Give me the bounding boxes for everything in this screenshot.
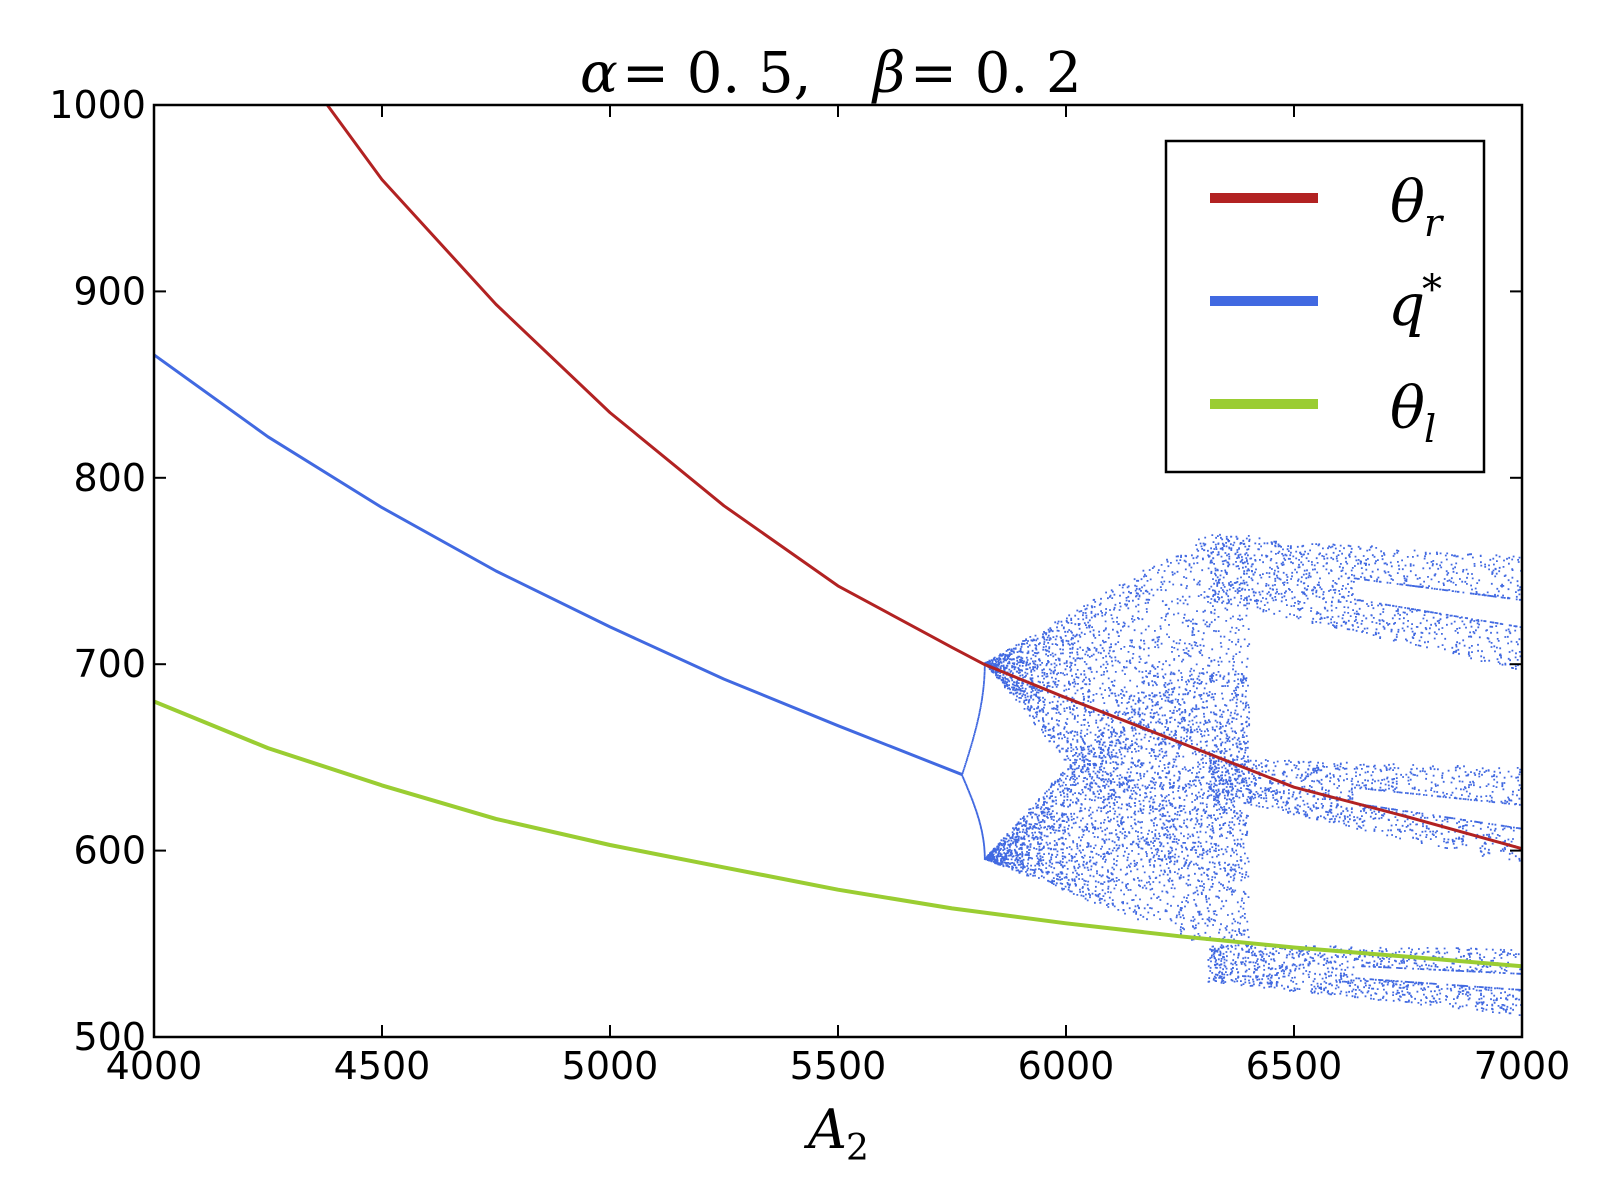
- y-tick-label: 700: [73, 642, 146, 686]
- x-tick-label: 4500: [334, 1044, 431, 1088]
- x-tick-label: 5000: [562, 1044, 659, 1088]
- legend: θ r q * θ l: [1164, 139, 1486, 474]
- y-tick-label: 600: [73, 829, 146, 873]
- series-line-q-star: [154, 353, 963, 776]
- y-tick-label: 900: [73, 269, 146, 313]
- x-label-subscript: 2: [846, 1128, 869, 1169]
- title-alpha-value: = 0. 5,: [622, 41, 811, 106]
- bifurcation-points: [961, 533, 1522, 1016]
- legend-label-theta-l-sub: l: [1424, 407, 1436, 451]
- x-axis-label: A 2: [803, 1098, 869, 1169]
- y-tick-label: 800: [73, 456, 146, 500]
- x-label-base: A: [803, 1098, 847, 1161]
- x-tick-label: 6000: [1018, 1044, 1115, 1088]
- y-tick-label: 500: [73, 1015, 146, 1059]
- x-tick-label: 6500: [1246, 1044, 1343, 1088]
- series-line-theta-r: [325, 105, 1522, 851]
- legend-label-q-star-sup: *: [1422, 267, 1442, 313]
- plot-area: [154, 105, 1522, 1016]
- x-tick-label: 7000: [1474, 1044, 1571, 1088]
- chart-title: α = 0. 5, β = 0. 2: [580, 41, 1082, 106]
- legend-label-theta-r-sub: r: [1424, 201, 1445, 245]
- title-alpha-symbol: α: [580, 41, 618, 106]
- axis-ticks: 4000 4500 5000 5500 6000 6500 7000 500 600 700 800…: [49, 83, 1570, 1088]
- y-tick-label: 1000: [49, 83, 146, 127]
- title-beta-value: = 0. 2: [910, 41, 1082, 106]
- title-beta-symbol: β: [871, 41, 905, 106]
- legend-label-theta-l: θ: [1390, 374, 1425, 442]
- series-line-theta-l: [154, 699, 1522, 969]
- x-tick-label: 4000: [106, 1044, 203, 1088]
- legend-label-theta-r: θ: [1390, 168, 1425, 236]
- legend-label-q-star: q: [1388, 271, 1425, 339]
- x-tick-label: 5500: [790, 1044, 887, 1088]
